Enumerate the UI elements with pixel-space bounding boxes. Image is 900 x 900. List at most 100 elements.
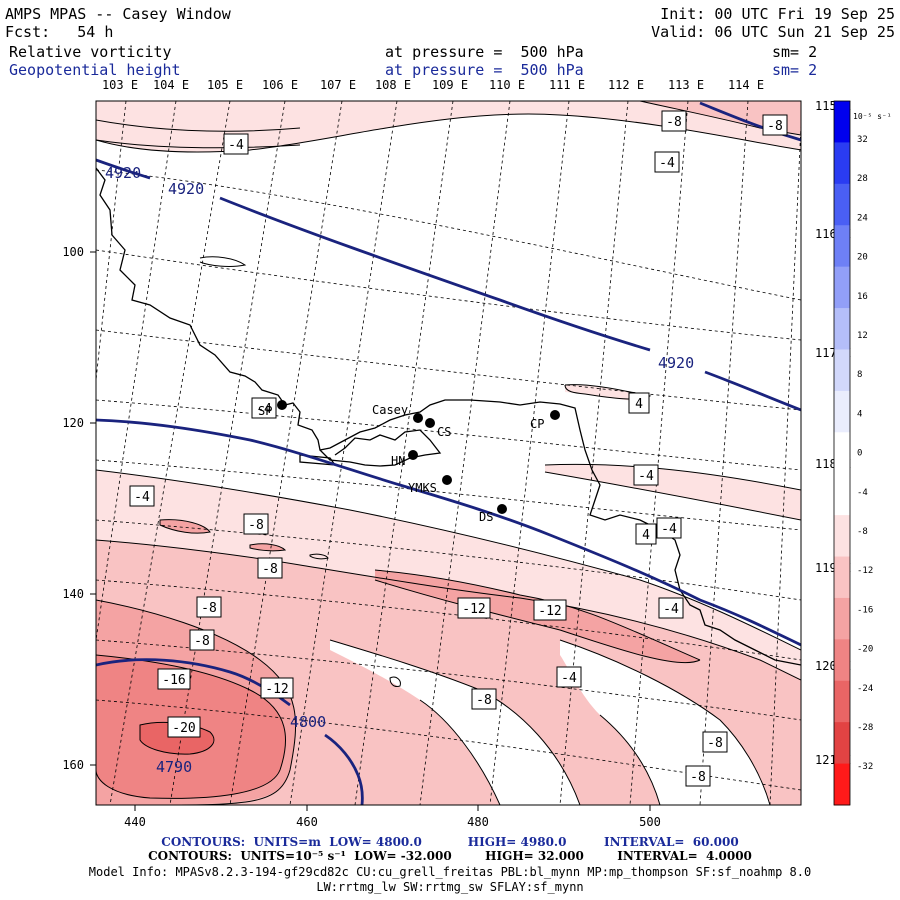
svg-text:-4: -4 <box>256 402 272 417</box>
station-marker-hn[interactable] <box>408 450 418 460</box>
vort-label: -8 <box>762 114 788 136</box>
vort-label: -4 <box>658 597 684 619</box>
x-tick-500: 500 <box>639 815 661 829</box>
colorbar-label: -20 <box>857 645 873 655</box>
plot-area: 4920 4920 4920 4800 4790 -4 -4 -8 -8 <box>96 101 801 805</box>
station-marker-sp[interactable] <box>277 400 287 410</box>
vort-label: -4 <box>654 151 680 173</box>
field1-pressure: at pressure = 500 hPa <box>385 43 584 61</box>
svg-text:-8: -8 <box>201 601 217 616</box>
lon-label-107: 107 E <box>320 78 356 92</box>
colorbar-label: -16 <box>857 605 873 615</box>
height-label-4800: 4800 <box>290 713 326 731</box>
footer-vorticity-contours: CONTOURS: UNITS=10⁻⁵ s⁻¹ LOW= -32.000 HI… <box>148 849 752 863</box>
colorbar-cell <box>834 473 850 516</box>
colorbar-cell <box>834 349 850 392</box>
colorbar-label: 28 <box>857 174 868 184</box>
x-tick-440: 440 <box>124 815 146 829</box>
height-label-4920-a: 4920 <box>105 164 141 182</box>
y-tick-120: 120 <box>62 416 84 430</box>
y-axis: 100 120 140 160 <box>62 245 96 772</box>
lon-labels-top: 103 E 104 E 105 E 106 E 107 E 108 E 109 … <box>102 78 764 92</box>
vort-label: -8 <box>685 765 711 787</box>
vort-label: -8 <box>661 110 687 132</box>
station-marker-cs[interactable] <box>425 418 435 428</box>
colorbar-label: -24 <box>857 684 873 694</box>
colorbar-label: -8 <box>857 527 868 537</box>
height-contours <box>96 101 801 805</box>
vort-label-group: -4 -4 -8 -8 -8 -4 <box>129 110 788 787</box>
station-marker-casey[interactable] <box>413 413 423 423</box>
svg-text:-4: -4 <box>663 602 679 617</box>
station-marker-ymks[interactable] <box>442 475 452 485</box>
vort-label: -4 <box>633 464 659 486</box>
field2-pressure: at pressure = 500 hPa <box>385 61 584 79</box>
colorbar-label: 12 <box>857 331 868 341</box>
station-marker-ds[interactable] <box>497 504 507 514</box>
svg-text:-12: -12 <box>538 604 561 619</box>
vorticity-contours <box>96 101 801 805</box>
vort-label: -8 <box>702 731 728 753</box>
forecast-hour: Fcst: 54 h <box>5 23 114 41</box>
vort-label: 4 <box>635 523 657 545</box>
lon-label-112: 112 E <box>608 78 644 92</box>
svg-text:-20: -20 <box>172 721 195 736</box>
field2-name: Geopotential height <box>9 61 181 79</box>
colorbar-cell <box>834 183 850 226</box>
svg-text:-8: -8 <box>194 634 210 649</box>
vort-label: -8 <box>243 513 269 535</box>
lon-label-105: 105 E <box>207 78 243 92</box>
footer-model-physics: LW:rrtmg_lw SW:rrtmg_sw SFLAY:sf_mynn <box>316 880 584 894</box>
svg-text:-4: -4 <box>134 490 150 505</box>
colorbar-cell <box>834 432 850 475</box>
colorbar-cell <box>834 556 850 599</box>
colorbar-cell <box>834 722 850 765</box>
colorbar-cell <box>834 639 850 682</box>
colorbar-cell <box>834 142 850 185</box>
colorbar-label: 16 <box>857 292 868 302</box>
vort-label: -12 <box>260 677 294 699</box>
vort-label: -8 <box>257 557 283 579</box>
x-axis: 440 460 480 500 <box>124 805 661 829</box>
svg-text:4: 4 <box>635 397 643 412</box>
valid-time: Valid: 06 UTC Sun 21 Sep 25 <box>651 23 895 41</box>
colorbar-label: 4 <box>857 409 862 419</box>
colorbar-cell <box>834 763 850 806</box>
x-tick-480: 480 <box>467 815 489 829</box>
station-label-casey: Casey <box>372 403 408 417</box>
colorbar: 10⁻⁵ s⁻¹ 32 28 24 20 16 12 8 4 0 -4 -8 -12 -16 -20 -24… <box>833 100 892 806</box>
station-label-cs: CS <box>437 425 451 439</box>
station-label-sp: SP <box>258 404 272 418</box>
svg-text:-8: -8 <box>707 736 723 751</box>
colorbar-label: -28 <box>857 723 873 733</box>
lon-label-111: 111 E <box>549 78 585 92</box>
colorbar-cell <box>834 266 850 309</box>
vort-label: -4 <box>656 517 682 539</box>
colorbar-label: -32 <box>857 762 873 772</box>
y-tick-140: 140 <box>62 587 84 601</box>
height-label-4790: 4790 <box>156 758 192 776</box>
lon-label-109: 109 E <box>432 78 468 92</box>
colorbar-label: 24 <box>857 213 868 223</box>
colorbar-unit: 10⁻⁵ s⁻¹ <box>853 112 892 121</box>
svg-text:-4: -4 <box>561 671 577 686</box>
lon-label-114: 114 E <box>728 78 764 92</box>
colorbar-label: 0 <box>857 449 862 459</box>
svg-text:4: 4 <box>642 528 650 543</box>
svg-text:-8: -8 <box>262 562 278 577</box>
vort-label: -8 <box>196 596 222 618</box>
colorbar-cell <box>834 680 850 723</box>
colorbar-cell <box>834 597 850 640</box>
vorticity-shading <box>96 101 801 805</box>
height-label-4920-b: 4920 <box>168 180 204 198</box>
svg-text:-4: -4 <box>661 522 677 537</box>
vort-label: -4 <box>129 485 155 507</box>
height-label-4920-c: 4920 <box>658 354 694 372</box>
colorbar-cell <box>834 225 850 268</box>
vort-label: -4 <box>251 397 277 419</box>
footer-height-contours: CONTOURS: UNITS=m LOW= 4800.0 HIGH= 4980… <box>161 835 739 849</box>
field2-smoothing: sm= 2 <box>772 61 818 79</box>
svg-text:-8: -8 <box>248 518 264 533</box>
station-label-hn: HN <box>391 454 405 468</box>
station-marker-cp[interactable] <box>550 410 560 420</box>
